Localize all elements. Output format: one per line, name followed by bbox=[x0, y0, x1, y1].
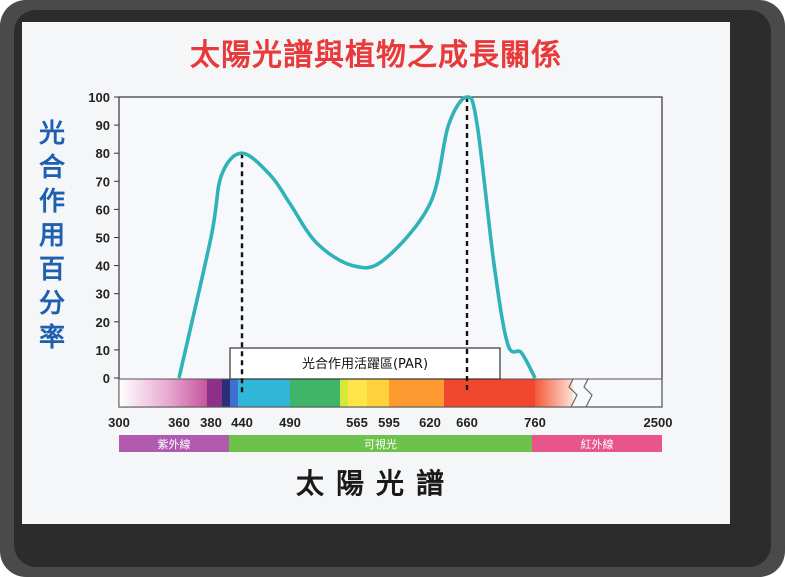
spectrum-segment bbox=[230, 379, 238, 407]
y-ticks: 0 10 20 30 40 50 60 70 80 90 100 bbox=[88, 90, 119, 386]
x-tick-label: 565 bbox=[346, 415, 368, 430]
y-tick-label: 90 bbox=[96, 118, 110, 133]
par-label: 光合作用活躍區(PAR) bbox=[302, 357, 428, 372]
par-rect bbox=[229, 347, 501, 380]
curve-layer bbox=[177, 95, 537, 379]
x-tick-label: 660 bbox=[456, 415, 478, 430]
band-2 bbox=[532, 435, 662, 452]
band-label: 可視光 bbox=[364, 437, 397, 451]
y-tick-label: 10 bbox=[96, 343, 110, 358]
y-tick-label: 80 bbox=[96, 146, 110, 161]
x-tick-label: 620 bbox=[419, 415, 441, 430]
y-tick-label: 0 bbox=[103, 371, 110, 386]
x-tick-label: 380 bbox=[200, 415, 222, 430]
x-tick-label: 360 bbox=[168, 415, 190, 430]
spectrum-segment bbox=[444, 379, 535, 407]
x-tick-label: 595 bbox=[378, 415, 400, 430]
band-label: 紫外線 bbox=[158, 437, 191, 451]
band-0 bbox=[119, 435, 229, 452]
spectrum-segment bbox=[222, 379, 230, 407]
y-tick-label: 40 bbox=[96, 259, 110, 274]
spectrum-segment bbox=[348, 379, 367, 407]
x-tick-label: 490 bbox=[279, 415, 301, 430]
x-tick-label: 300 bbox=[108, 415, 130, 430]
y-tick-label: 70 bbox=[96, 174, 110, 189]
spectrum-segment bbox=[290, 379, 340, 407]
x-axis-label: 太陽光譜 bbox=[295, 467, 456, 500]
y-axis-label: 光合作用百分率 bbox=[38, 119, 65, 353]
spectrum-segment bbox=[340, 379, 348, 407]
x-tick-label: 760 bbox=[524, 415, 546, 430]
y-tick-label: 30 bbox=[96, 287, 110, 302]
x-tick-label: 440 bbox=[231, 415, 253, 430]
peak-markers bbox=[240, 97, 469, 394]
x-tick-label: 2500 bbox=[644, 415, 673, 430]
par-box: 光合作用活躍區(PAR) bbox=[229, 347, 501, 380]
band-label: 紅外線 bbox=[581, 437, 614, 451]
y-tick-label: 60 bbox=[96, 202, 110, 217]
band-1 bbox=[229, 435, 532, 452]
chart-card: 太陽光譜與植物之成長關係 光合作用百分率 太陽光譜 0 10 20 30 40 50 60 7… bbox=[22, 22, 730, 524]
y-tick-label: 20 bbox=[96, 315, 110, 330]
x-ticks: 300 360 380 440 490 565 595 620 660 760 2500 bbox=[108, 415, 672, 430]
spectrum-segment bbox=[238, 379, 290, 407]
spectrum-segment bbox=[207, 379, 222, 407]
spectrum-bar bbox=[118, 378, 663, 408]
chart-title: 太陽光譜與植物之成長關係 bbox=[190, 38, 562, 73]
ir-segment bbox=[535, 379, 573, 407]
series-line bbox=[177, 95, 537, 379]
uv-segment bbox=[119, 379, 211, 407]
axis-break bbox=[583, 378, 593, 408]
axis-break bbox=[568, 378, 578, 408]
y-tick-label: 50 bbox=[96, 231, 110, 246]
spectrum-segment bbox=[367, 379, 389, 407]
spectrum-segment bbox=[389, 379, 444, 407]
y-tick-label: 100 bbox=[88, 90, 110, 105]
band-bar: 紫外線 可視光 紅外線 bbox=[119, 435, 662, 452]
